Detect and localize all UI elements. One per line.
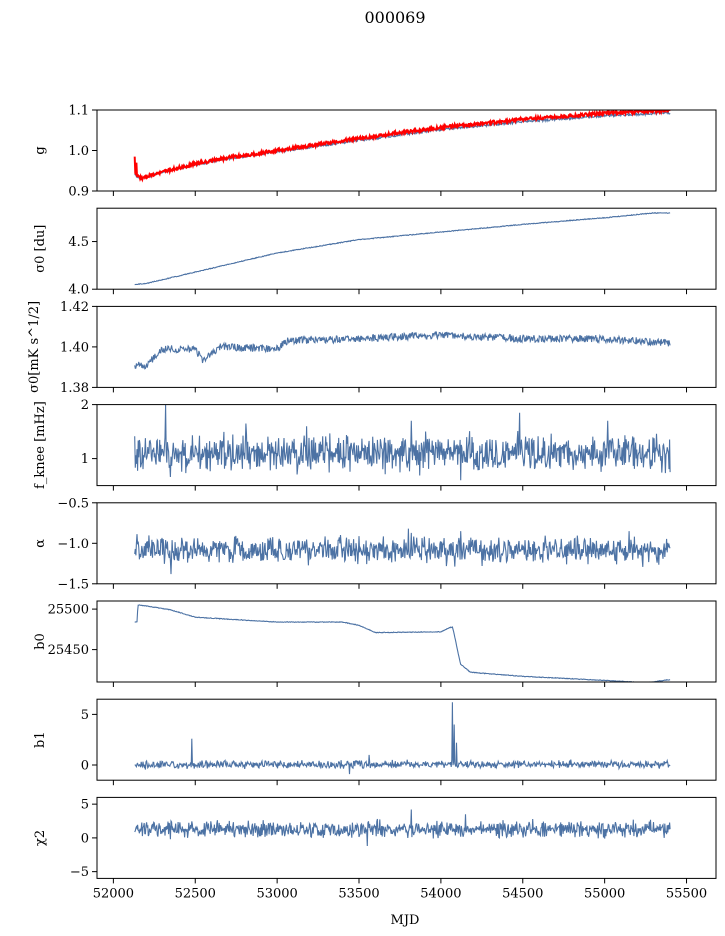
series-line-b0-0 — [134, 604, 671, 682]
y-tick-label-chi2: −5 — [70, 865, 89, 880]
panels: g 0.9 1.0 1.1 σ0 [du] 4.0 4.5 σ0[mK s^1/2] 1.38 1… — [27, 104, 717, 901]
y-axis-label-b1: b1 — [33, 731, 48, 748]
series-line-b1-0 — [134, 702, 671, 775]
y-tick-label-fknee: 1 — [81, 452, 89, 467]
y-tick-label-g: 0.9 — [68, 185, 89, 200]
series-line-sigma0_mk-0 — [134, 330, 671, 370]
y-tick-label-g: 1.0 — [68, 144, 89, 159]
figure-title: 000069 — [364, 8, 425, 27]
y-axis-label-alpha: α — [33, 539, 48, 548]
x-tick-label: 54000 — [420, 886, 461, 901]
y-axis-label-fknee: f_knee [mHz] — [33, 401, 48, 489]
y-axis-label-g: g — [33, 146, 48, 154]
x-axis-label: MJD — [391, 913, 420, 928]
y-axis-label-chi2: χ2 — [33, 830, 48, 846]
y-tick-label-alpha: −0.5 — [57, 496, 89, 511]
series-line-chi2-0 — [134, 809, 671, 847]
x-tick-label: 53500 — [338, 886, 379, 901]
y-axis-label-sigma0: σ0 [du] — [33, 225, 48, 273]
series-line-g-1 — [133, 110, 671, 183]
series-line-fknee-0 — [134, 404, 671, 481]
x-tick-label: 54500 — [502, 886, 543, 901]
x-tick-label: 52500 — [175, 886, 216, 901]
x-tick-label: 55000 — [584, 886, 625, 901]
series-line-alpha-0 — [134, 528, 671, 575]
panel-frame-fknee — [96, 404, 717, 487]
y-tick-label-chi2: 5 — [81, 798, 89, 813]
y-tick-label-sigma0_mk: 1.38 — [60, 381, 89, 396]
y-tick-label-alpha: −1.5 — [57, 577, 89, 592]
y-tick-label-sigma0_mk: 1.42 — [60, 300, 89, 315]
panel-sigma0_mk: σ0[mK s^1/2] 1.38 1.40 1.42 — [27, 300, 717, 396]
y-tick-label-b1: 5 — [81, 708, 89, 723]
panel-alpha: α −1.5 −1.0 −0.5 — [33, 496, 717, 592]
y-tick-label-chi2: 0 — [81, 831, 89, 846]
y-tick-label-alpha: −1.0 — [57, 537, 89, 552]
y-tick-label-b1: 0 — [81, 759, 89, 774]
panel-b1: b1 0 5 — [33, 698, 717, 786]
panel-g: g 0.9 1.0 1.1 — [33, 104, 717, 200]
x-tick-label: 52000 — [93, 886, 134, 901]
y-axis-label-b0: b0 — [33, 633, 48, 650]
y-tick-label-b0: 25450 — [48, 643, 89, 658]
y-tick-label-g: 1.1 — [68, 104, 89, 119]
panel-frame-b0 — [96, 600, 717, 683]
y-tick-label-sigma0: 4.0 — [68, 283, 89, 298]
panel-frame-chi2 — [96, 796, 717, 879]
panel-fknee: f_knee [mHz] 1 2 — [33, 398, 717, 491]
x-tick-label: 55500 — [666, 886, 707, 901]
panel-frame-sigma0_mk — [96, 305, 717, 388]
x-tick-label: 53000 — [256, 886, 297, 901]
panel-frame-g — [96, 109, 717, 192]
series-line-g-0 — [134, 110, 671, 182]
series-line-sigma0-0 — [134, 211, 671, 286]
y-axis-label-sigma0_mk: σ0[mK s^1/2] — [27, 301, 42, 393]
y-tick-label-fknee: 2 — [81, 398, 89, 413]
y-tick-label-b0: 25500 — [48, 603, 89, 618]
y-tick-label-sigma0: 4.5 — [68, 235, 89, 250]
panel-frame-b1 — [96, 698, 717, 781]
panel-frame-sigma0 — [96, 207, 717, 290]
panel-chi2: χ2 −5 0 5 52000 52500 53000 53500 54000 54500 5500… — [33, 796, 717, 901]
y-tick-label-sigma0_mk: 1.40 — [60, 340, 89, 355]
panel-sigma0: σ0 [du] 4.0 4.5 — [33, 207, 717, 298]
